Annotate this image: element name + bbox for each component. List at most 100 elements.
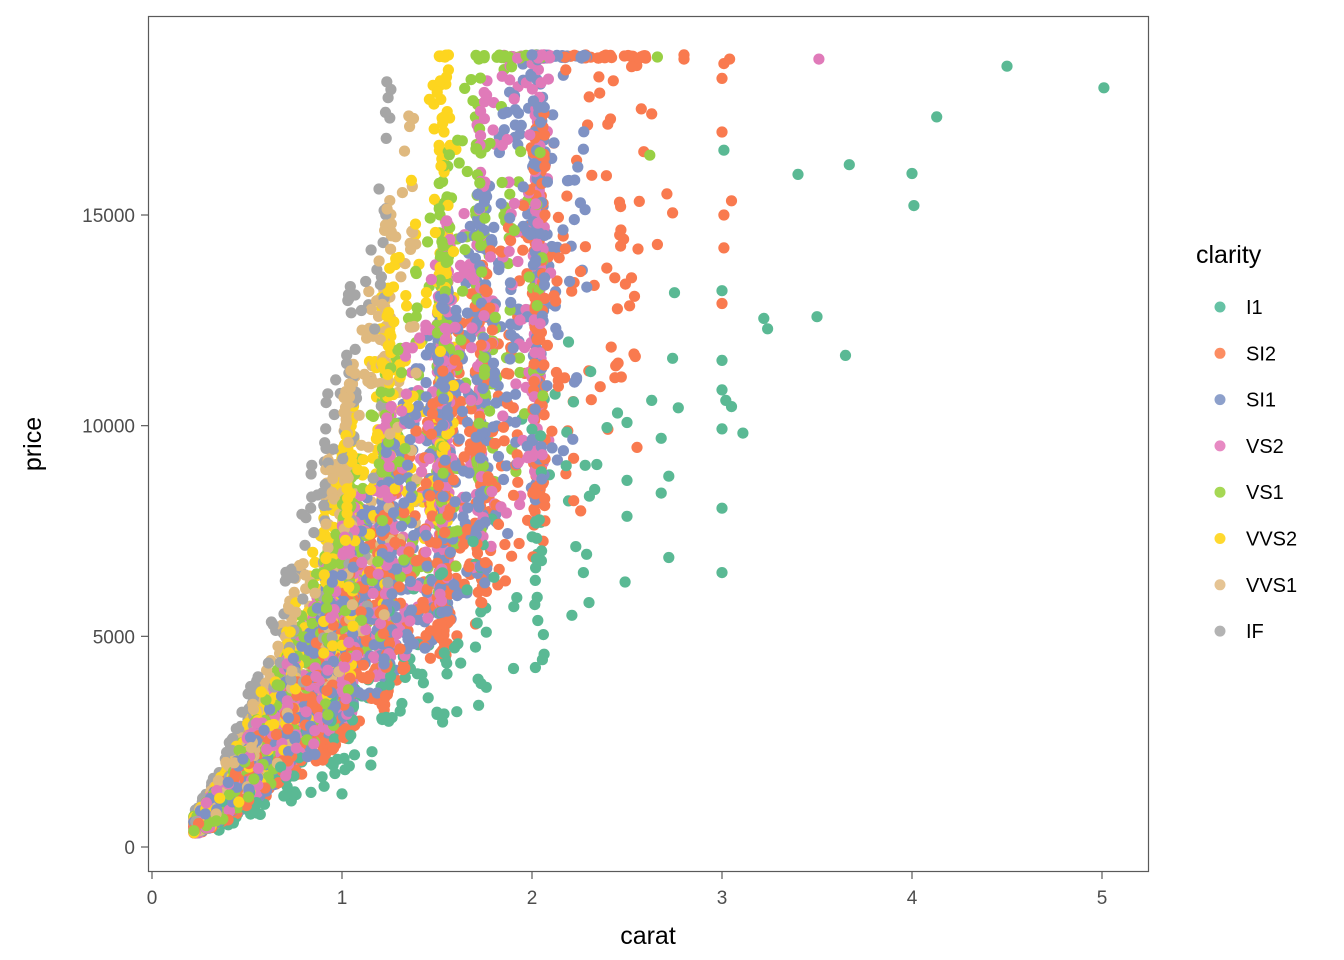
point-vs2 xyxy=(501,133,513,146)
point-if xyxy=(305,502,317,514)
point-vs1 xyxy=(504,188,516,200)
point-if xyxy=(320,423,332,435)
point-i1 xyxy=(471,617,483,629)
point-si2 xyxy=(611,303,624,315)
point-vs2 xyxy=(487,124,499,136)
point-si2 xyxy=(551,275,563,287)
point-vs2 xyxy=(475,130,487,142)
point-si2 xyxy=(575,505,587,517)
point-vs1 xyxy=(453,157,465,169)
point-if xyxy=(341,349,353,361)
point-i1 xyxy=(455,657,467,669)
point-si2 xyxy=(579,241,592,253)
point-vvs1 xyxy=(363,285,375,298)
point-if xyxy=(360,275,372,288)
point-vs2 xyxy=(478,96,491,108)
point-if xyxy=(379,106,392,118)
point-vs1 xyxy=(514,366,526,379)
point-vs2 xyxy=(449,321,461,333)
point-vvs2 xyxy=(309,556,321,569)
point-i1 xyxy=(316,771,328,783)
point-si2 xyxy=(498,435,510,447)
point-si1 xyxy=(579,204,591,216)
point-si2 xyxy=(628,348,640,360)
point-vs2 xyxy=(514,498,526,511)
point-vs1 xyxy=(519,408,531,420)
point-i1 xyxy=(581,548,593,560)
point-si2 xyxy=(613,196,626,208)
point-si1 xyxy=(572,161,584,173)
point-if xyxy=(365,244,377,256)
point-si2 xyxy=(560,64,572,76)
point-si1 xyxy=(502,528,514,540)
point-si1 xyxy=(557,224,569,236)
point-i1 xyxy=(601,422,613,434)
point-si1 xyxy=(547,109,559,121)
point-si1 xyxy=(456,231,468,243)
point-i1 xyxy=(480,626,492,638)
point-vs1 xyxy=(459,244,471,256)
point-si1 xyxy=(577,143,590,155)
point-i1 xyxy=(417,677,429,689)
point-i1 xyxy=(318,780,330,792)
point-i1 xyxy=(536,545,548,557)
point-si2 xyxy=(611,359,623,371)
point-vvs1 xyxy=(373,255,385,267)
point-si2 xyxy=(586,169,598,181)
point-i1 xyxy=(475,678,487,690)
point-vs2 xyxy=(510,378,522,390)
point-si2 xyxy=(499,538,511,551)
point-si2 xyxy=(493,563,505,576)
data-points xyxy=(188,49,1110,839)
point-vs1 xyxy=(437,175,449,188)
point-vvs1 xyxy=(293,559,306,572)
point-vvs2 xyxy=(438,126,450,138)
point-si1 xyxy=(488,221,500,233)
point-si2 xyxy=(619,278,632,290)
point-vvs1 xyxy=(407,226,419,239)
point-si2 xyxy=(605,341,617,353)
point-if xyxy=(305,468,317,480)
point-i1 xyxy=(366,746,378,758)
point-si2 xyxy=(511,449,523,461)
point-i1 xyxy=(469,641,482,653)
point-if xyxy=(355,304,367,317)
point-si1 xyxy=(464,220,476,232)
point-si2 xyxy=(593,71,605,83)
point-vvs2 xyxy=(401,300,413,312)
point-i1 xyxy=(529,661,542,674)
point-vs2 xyxy=(527,413,540,425)
point-i1 xyxy=(305,786,317,799)
point-vs1 xyxy=(523,271,535,283)
point-si1 xyxy=(498,124,510,136)
point-vs1 xyxy=(484,137,496,149)
point-vvs2 xyxy=(423,93,435,105)
point-si1 xyxy=(509,388,522,400)
point-si1 xyxy=(461,416,473,429)
point-si1 xyxy=(453,433,465,445)
point-vs2 xyxy=(458,208,470,220)
point-vs1 xyxy=(478,52,490,64)
point-vs1 xyxy=(402,312,415,324)
point-si2 xyxy=(566,285,578,297)
point-si1 xyxy=(412,400,424,412)
point-vvs2 xyxy=(428,193,441,205)
point-vvs2 xyxy=(420,287,432,299)
point-vs2 xyxy=(475,105,487,117)
point-if xyxy=(300,512,312,524)
point-vvs1 xyxy=(396,187,408,199)
point-vvs1 xyxy=(372,310,385,322)
point-vvs2 xyxy=(382,285,394,297)
point-si2 xyxy=(465,403,477,415)
point-si1 xyxy=(557,445,570,457)
point-vs1 xyxy=(474,72,486,84)
point-if xyxy=(373,183,385,195)
point-vs2 xyxy=(478,86,490,99)
point-si2 xyxy=(424,652,436,664)
point-if xyxy=(349,343,361,355)
point-si2 xyxy=(594,87,606,99)
point-if xyxy=(267,619,279,631)
point-si2 xyxy=(507,489,520,501)
point-vvs1 xyxy=(365,303,377,316)
